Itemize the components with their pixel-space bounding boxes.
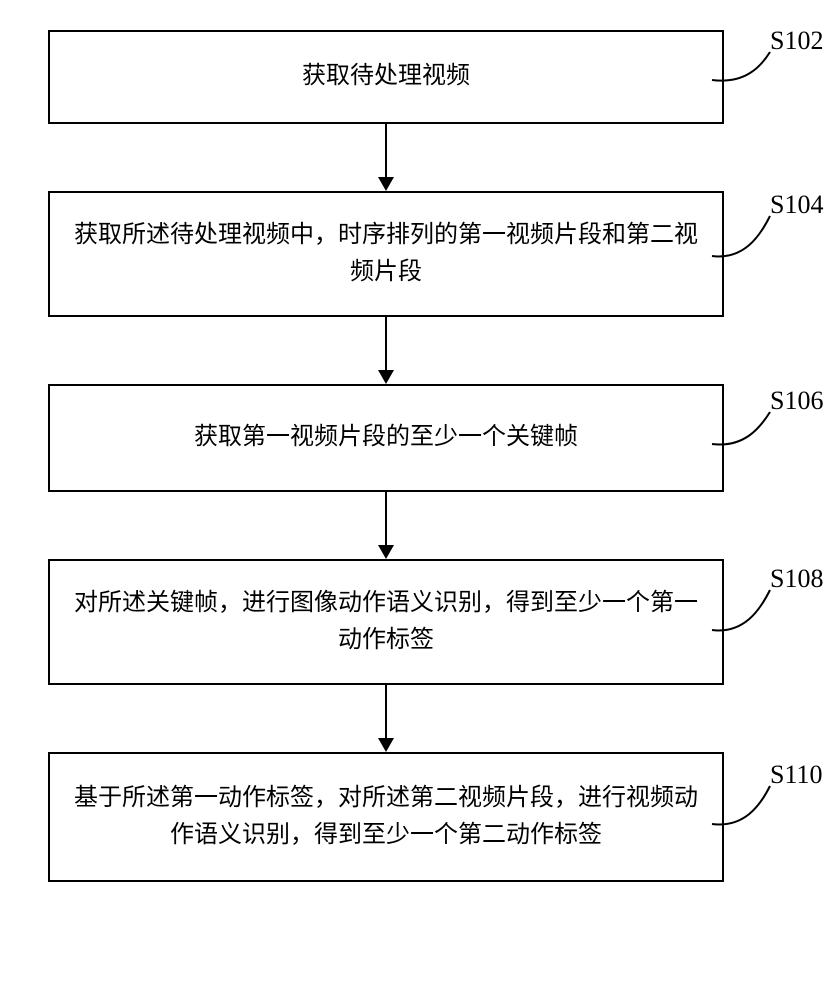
connector-s102 xyxy=(0,0,838,1000)
